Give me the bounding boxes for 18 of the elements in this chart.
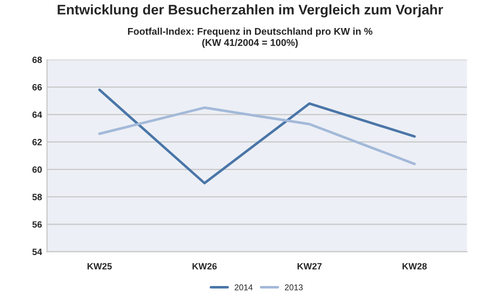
legend-label: 2014 <box>234 284 253 290</box>
y-tick-label: 60 <box>32 166 42 173</box>
line-series <box>98 106 416 166</box>
y-tick-label: 66 <box>32 84 42 90</box>
x-tick-label: KW25 <box>88 263 112 270</box>
line-series <box>98 88 416 184</box>
y-tick-label: 54 <box>32 248 42 256</box>
chart-subtitle: Footfall-Index: Frequenz in Deutschland pro KW in % (KW 41/2004 = 100%) <box>128 28 372 48</box>
x-tick-label: KW28 <box>402 263 427 270</box>
y-tick-label: 62 <box>32 138 42 146</box>
legend-label: 2013 <box>284 284 303 290</box>
y-tick-label: 56 <box>32 221 42 228</box>
x-tick-label: KW27 <box>298 263 322 270</box>
y-tick-label: 58 <box>32 194 42 200</box>
chart-title: Entwicklung der Besucherzahlen im Vergleich zum Vorjahr <box>58 4 444 18</box>
x-tick-label: KW26 <box>192 263 217 270</box>
y-tick-label: 64 <box>32 111 42 118</box>
y-tick-label: 68 <box>32 56 42 64</box>
